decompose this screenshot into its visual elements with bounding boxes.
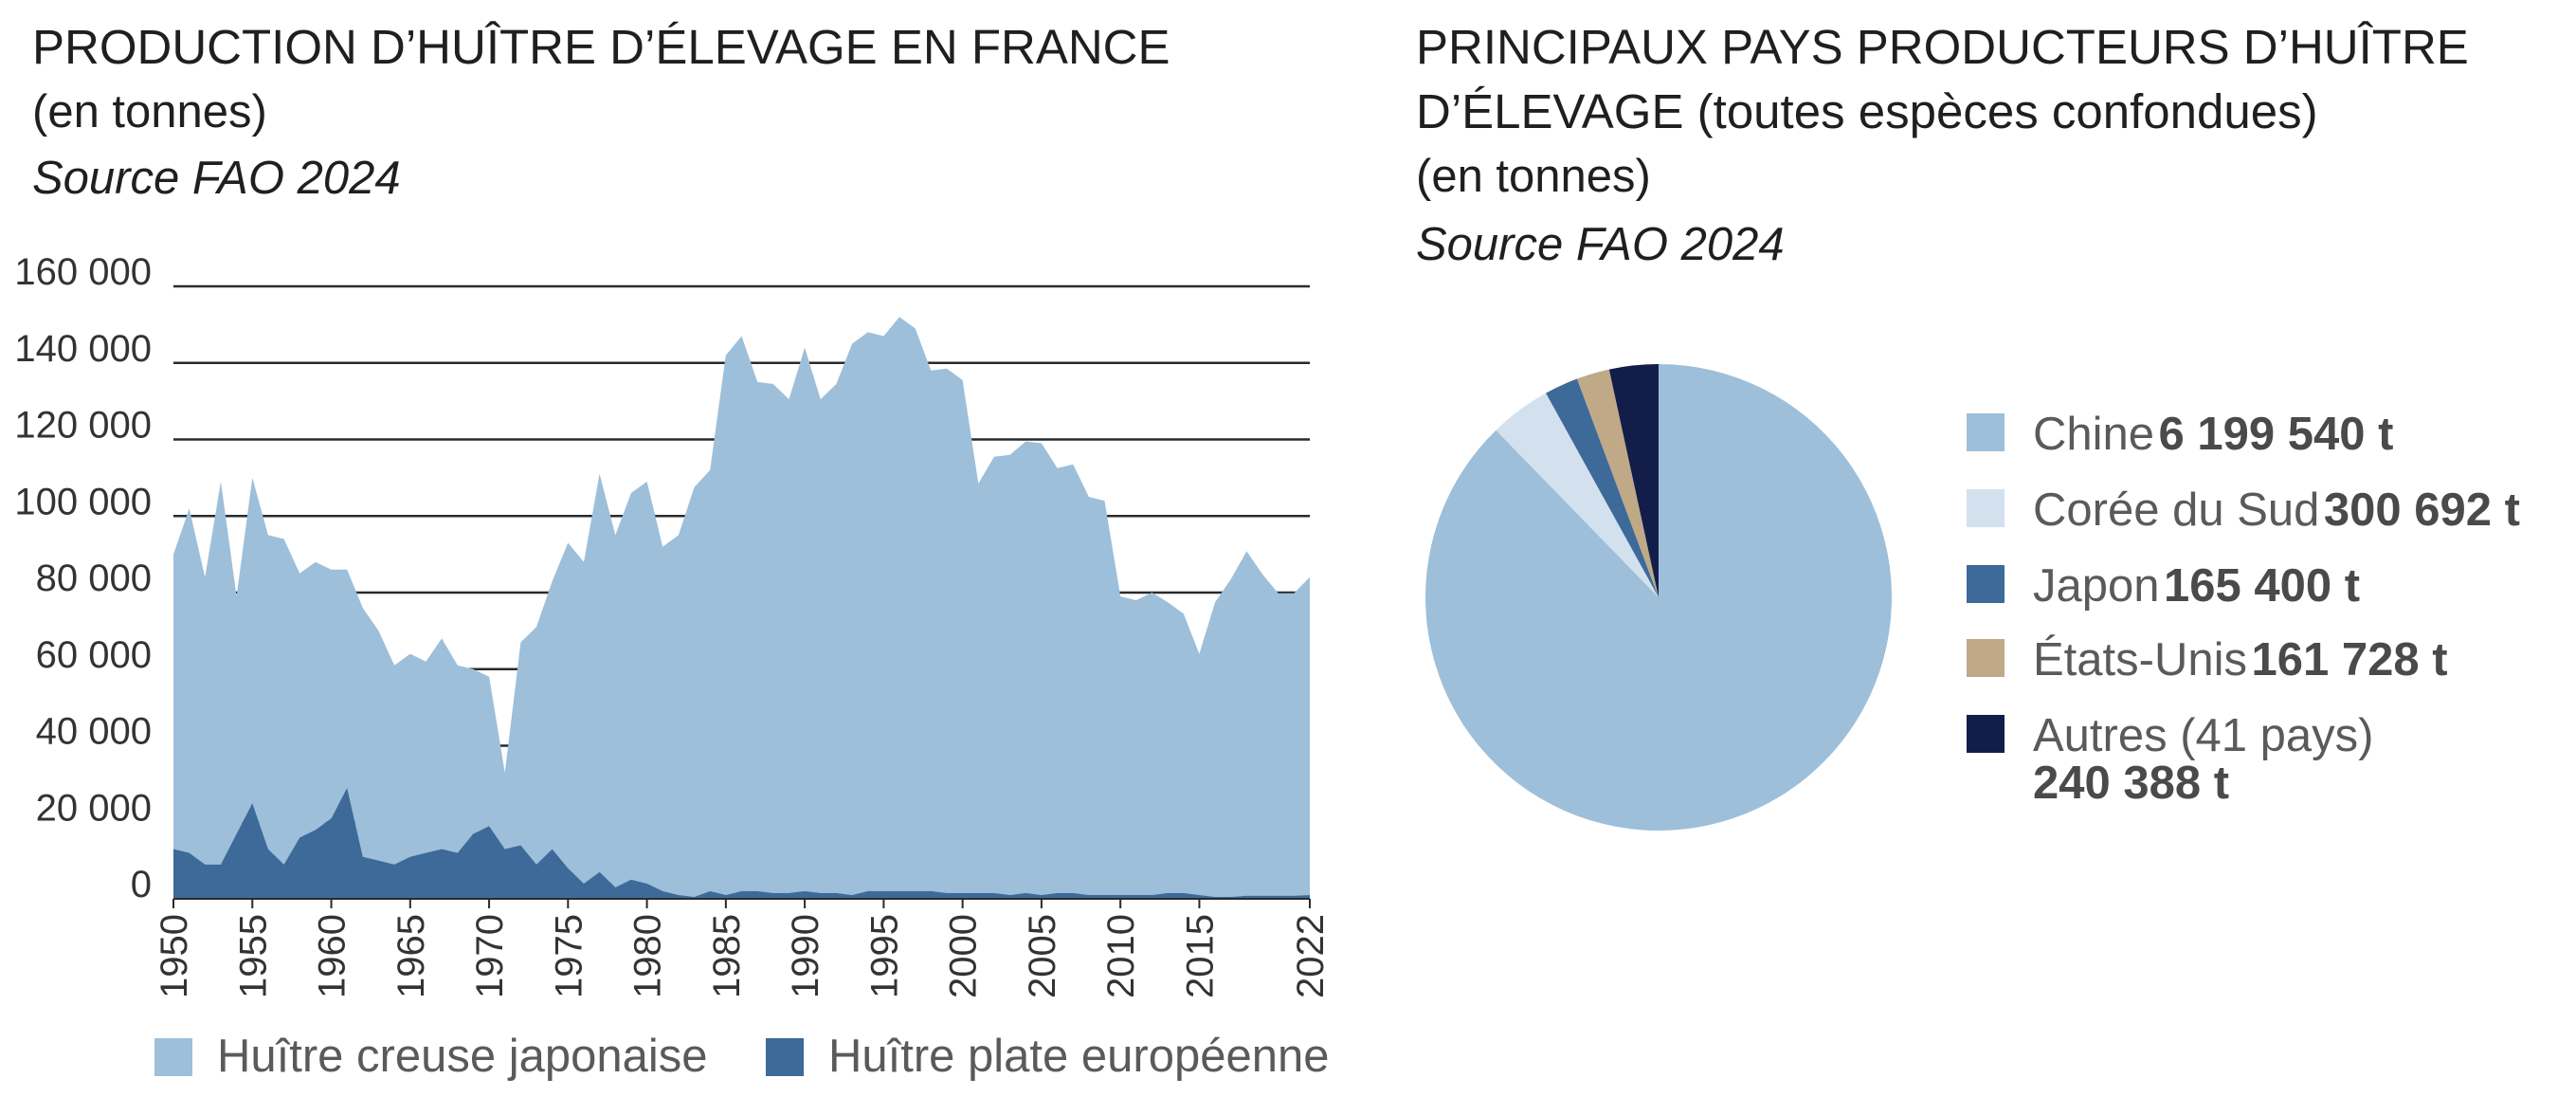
y-tick-label: 20 000: [36, 787, 152, 829]
pie-legend-item: Corée du Sud 300 692 t: [1967, 484, 2520, 537]
x-tick-label: 2015: [1179, 914, 1221, 998]
x-tick-label: 1970: [469, 914, 511, 998]
right-chart-title-line1: PRINCIPAUX PAYS PRODUCTEURS D’HUÎTRE: [1416, 20, 2469, 74]
legend-country: Chine: [2033, 409, 2155, 460]
area-x-tick-labels: 1950 1955 1960 1965 1970 1975 1980 1985 1990 1995…: [154, 899, 1332, 998]
pie-slice: [1546, 378, 1659, 597]
pie-slices: [1425, 364, 1893, 831]
x-tick-label: 2000: [943, 914, 985, 998]
legend-swatch: [1967, 413, 2005, 451]
area-series: [173, 317, 1310, 900]
right-chart-subtitle: (en tonnes): [1416, 151, 1651, 202]
legend-text: États-Unis 161 728 t: [2033, 633, 2448, 686]
y-tick-label: 0: [131, 864, 152, 905]
x-tick-label: 1980: [627, 914, 669, 998]
area-series-plate: [173, 787, 1310, 899]
y-tick-label: 40 000: [36, 711, 152, 753]
legend-value: 240 388 t: [2033, 758, 2230, 809]
left-chart-title: PRODUCTION D’HUÎTRE D’ÉLEVAGE EN FRANCE: [32, 20, 1170, 74]
legend-text: Japon 165 400 t: [2033, 559, 2360, 612]
right-chart-source: Source FAO 2024: [1416, 219, 1785, 270]
legend-value: 300 692 t: [2323, 484, 2520, 536]
legend-country: Autres (41 pays): [2033, 710, 2374, 761]
area-y-tick-labels: 0 20 000 40 000 60 000 80 000 100 000 120 000 1…: [14, 251, 152, 905]
area-series-creuse: [173, 317, 1310, 897]
legend-text: Autres (41 pays) 240 388 t: [2033, 709, 2374, 810]
pie-slice: [1576, 369, 1659, 597]
pie-chart: [1425, 364, 1893, 831]
pie-slice: [1496, 393, 1659, 597]
y-tick-label: 120 000: [14, 405, 152, 447]
pie-legend-item: Chine 6 199 540 t: [1967, 408, 2393, 461]
legend-text: Corée du Sud 300 692 t: [2033, 484, 2520, 537]
legend-country: États-Unis: [2033, 634, 2248, 685]
pie-slice: [1425, 364, 1893, 831]
legend-swatch: [1967, 565, 2005, 603]
x-tick-label: 1955: [232, 914, 274, 998]
legend-label: Huître creuse japonaise: [217, 1031, 708, 1082]
area-chart: 0 20 000 40 000 60 000 80 000 100 000 120 000 1…: [14, 251, 1332, 1082]
y-tick-label: 60 000: [36, 634, 152, 676]
legend-value: 6 199 540 t: [2158, 409, 2394, 460]
pie-legend-item: Japon 165 400 t: [1967, 559, 2360, 612]
legend-value: 161 728 t: [2251, 634, 2448, 685]
y-tick-label: 80 000: [36, 558, 152, 599]
legend-swatch: [1967, 639, 2005, 677]
legend-label: Huître plate européenne: [828, 1031, 1330, 1082]
legend-swatch: [1967, 489, 2005, 527]
legend-swatch: [1967, 715, 2005, 753]
y-tick-label: 160 000: [14, 251, 152, 293]
x-tick-label: 2022: [1290, 914, 1332, 998]
x-tick-label: 1990: [785, 914, 826, 998]
x-tick-label: 1965: [390, 914, 432, 998]
x-tick-label: 1975: [548, 914, 590, 998]
pie-slice: [1608, 364, 1659, 597]
x-tick-label: 1995: [863, 914, 905, 998]
area-legend: Huître creuse japonaise Huître plate euro…: [154, 1031, 1330, 1082]
left-chart-subtitle: (en tonnes): [32, 86, 267, 137]
legend-value: 165 400 t: [2163, 560, 2361, 612]
pie-legend-item: Autres (41 pays) 240 388 t: [1967, 709, 2374, 810]
y-tick-label: 140 000: [14, 328, 152, 370]
right-chart-title-line2: D’ÉLEVAGE (toutes espèces confondues): [1416, 84, 2318, 138]
legend-country: Japon: [2033, 560, 2160, 612]
x-tick-label: 2005: [1022, 914, 1063, 998]
x-tick-label: 1960: [312, 914, 354, 998]
pie-legend-item: États-Unis 161 728 t: [1967, 633, 2448, 686]
legend-swatch: [154, 1038, 192, 1076]
x-tick-label: 2010: [1100, 914, 1142, 998]
left-chart-source: Source FAO 2024: [32, 153, 401, 204]
legend-text: Chine 6 199 540 t: [2033, 408, 2393, 461]
x-tick-label: 1985: [706, 914, 748, 998]
legend-swatch: [766, 1038, 804, 1076]
legend-country: Corée du Sud: [2033, 484, 2320, 536]
x-tick-label: 1950: [154, 914, 195, 998]
y-tick-label: 100 000: [14, 481, 152, 522]
